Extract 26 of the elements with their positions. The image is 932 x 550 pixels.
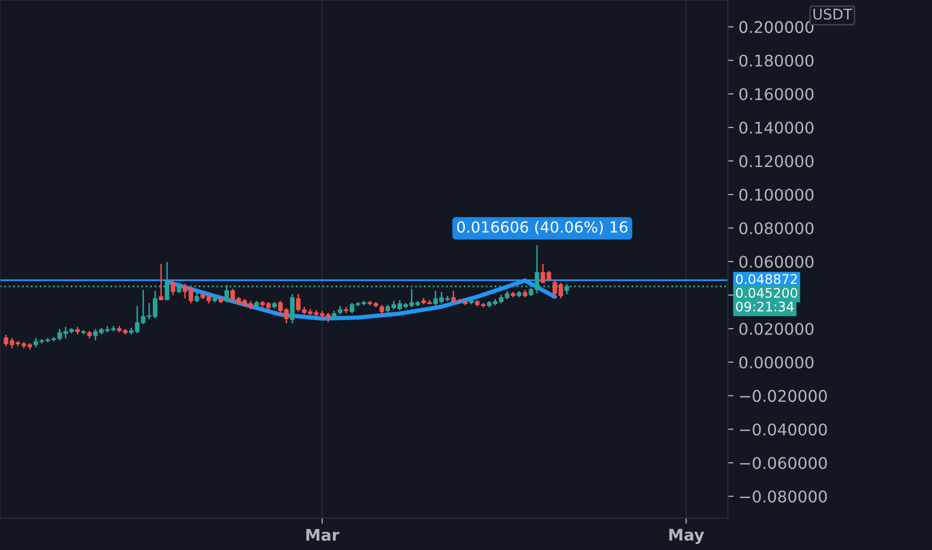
candlestick bbox=[380, 304, 384, 316]
y-tick-label: −0.060000 bbox=[740, 456, 827, 470]
y-tick-label: −0.020000 bbox=[740, 390, 827, 402]
y-tick-label: 0.060000 bbox=[739, 256, 814, 268]
y-tick-label: 0.140000 bbox=[739, 122, 814, 134]
candlestick bbox=[290, 294, 295, 324]
annotation: 0.016606 (40.06%) 16 bbox=[457, 220, 628, 235]
y-tick-label: 0.180000 bbox=[739, 54, 814, 67]
ref-line-label: 0.045200 bbox=[736, 288, 798, 298]
ref-line-label: 0.048872 bbox=[736, 274, 797, 284]
y-tick-label: 0.160000 bbox=[739, 88, 814, 100]
y-tick-label: 0.020000 bbox=[739, 322, 814, 335]
y-tick-label: 0.200000 bbox=[739, 21, 814, 34]
y-tick-label: 0.000000 bbox=[739, 356, 814, 368]
y-tick-label: 0.100000 bbox=[739, 188, 814, 201]
y-tick-label: 0.080000 bbox=[739, 222, 814, 234]
candlestick bbox=[158, 264, 164, 300]
candlestick bbox=[176, 282, 182, 294]
x-tick-label: Mar bbox=[306, 529, 340, 541]
y-tick-label: −0.080000 bbox=[740, 490, 827, 503]
y-axis-title: USDT bbox=[814, 8, 852, 20]
x-tick-label: May bbox=[669, 528, 704, 544]
text: 09:21:34 bbox=[736, 302, 794, 312]
candlestick bbox=[170, 280, 176, 296]
y-tick-label: −0.040000 bbox=[740, 423, 827, 436]
y-tick-label: 0.120000 bbox=[739, 155, 814, 168]
